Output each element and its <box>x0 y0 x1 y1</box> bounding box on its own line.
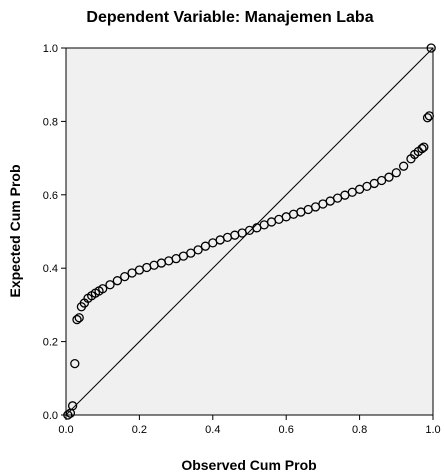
data-point <box>63 410 73 420</box>
data-points <box>63 43 436 420</box>
y-tick-label: 1.0 <box>43 43 58 55</box>
x-tick-label: 0.0 <box>58 424 73 436</box>
y-axis-title: Expected Cum Prob <box>7 164 23 297</box>
y-tick-label: 0.6 <box>43 190 58 202</box>
data-point <box>120 271 130 282</box>
data-point <box>417 143 427 154</box>
x-tick-label: 0.2 <box>132 424 147 436</box>
data-point <box>384 172 394 182</box>
data-point <box>391 168 401 178</box>
data-point <box>376 175 387 186</box>
data-point <box>200 241 211 251</box>
data-point <box>74 313 84 323</box>
y-tick-label: 0.4 <box>43 263 58 275</box>
data-point <box>422 113 433 123</box>
data-point <box>398 161 409 171</box>
data-point <box>419 142 429 152</box>
x-tick-label: 0.6 <box>279 424 294 436</box>
data-point <box>70 358 80 369</box>
axis-ticks: 0.0 0.2 0.4 0.6 0.8 1.0 0.0 0.2 0.4 0.6 0.8 1.0 <box>43 43 441 436</box>
data-point <box>105 280 115 290</box>
data-point <box>424 111 434 121</box>
data-point <box>426 43 436 53</box>
reference-line <box>65 47 434 416</box>
x-tick-label: 0.8 <box>352 424 367 436</box>
data-point <box>186 248 196 258</box>
x-tick-label: 1.0 <box>425 424 440 436</box>
chart-title: Dependent Variable: Manajemen Laba <box>86 9 373 26</box>
y-tick-label: 0.2 <box>43 337 58 349</box>
y-tick-label: 0.8 <box>43 116 58 128</box>
data-point <box>193 245 203 255</box>
data-point <box>72 314 82 325</box>
y-tick-label: 0.0 <box>43 410 58 422</box>
data-point <box>112 276 123 286</box>
x-tick-label: 0.4 <box>205 424 220 436</box>
data-point <box>67 401 78 411</box>
x-axis-title: Observed Cum Prob <box>181 457 316 473</box>
data-point <box>98 284 108 294</box>
